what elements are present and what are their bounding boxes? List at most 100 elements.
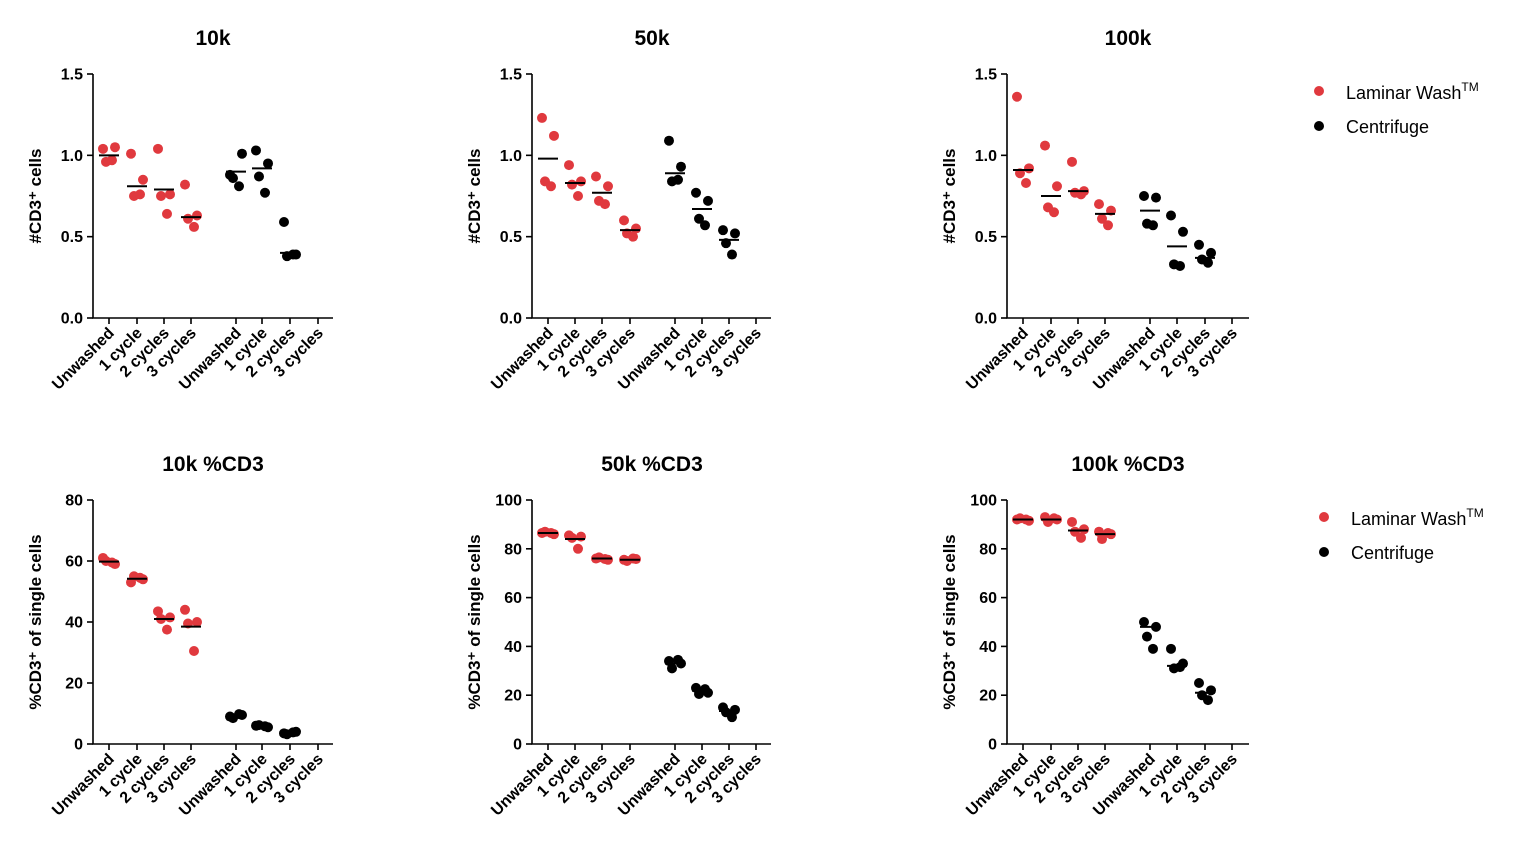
data-point-laminar: [628, 553, 638, 564]
data-point-centrifuge: [254, 171, 264, 182]
data-point-laminar: [567, 532, 577, 543]
data-point-laminar: [1097, 534, 1107, 545]
data-point-laminar: [180, 179, 190, 190]
y-tick-label: 40: [65, 615, 83, 632]
data-point-laminar: [189, 645, 199, 656]
data-point-centrifuge: [1148, 220, 1158, 231]
data-point-laminar: [153, 143, 163, 154]
axes: [92, 500, 333, 745]
y-axis-label: %CD3⁺ of single cells: [940, 534, 959, 709]
data-point-centrifuge: [727, 712, 737, 723]
legend-label-centrifuge-bottom: Centrifuge: [1351, 543, 1434, 563]
data-point-centrifuge: [730, 228, 740, 239]
y-tick-label: 0.0: [61, 311, 83, 328]
data-point-laminar: [138, 174, 148, 185]
data-point-laminar: [165, 612, 175, 623]
chart-title: 10k %CD3: [162, 453, 264, 476]
data-point-laminar: [1067, 156, 1077, 167]
data-point-centrifuge: [237, 148, 247, 159]
data-point-laminar: [600, 199, 610, 210]
data-point-laminar: [192, 210, 202, 221]
y-tick-label: 0.5: [61, 229, 83, 246]
data-point-centrifuge: [700, 684, 710, 695]
chart-title: 50k: [634, 27, 669, 50]
data-point-laminar: [1049, 207, 1059, 218]
legend-marker-laminar-bottom: [1319, 512, 1329, 522]
data-point-centrifuge: [279, 217, 289, 228]
y-tick-label: 80: [979, 541, 997, 558]
data-point-laminar: [628, 231, 638, 242]
data-point-centrifuge: [664, 135, 674, 146]
y-tick-label: 80: [504, 541, 522, 558]
data-point-laminar: [162, 624, 172, 635]
data-point-laminar: [1070, 526, 1080, 537]
data-point-laminar: [573, 191, 583, 201]
data-point-laminar: [1097, 213, 1107, 224]
data-point-centrifuge: [234, 181, 244, 192]
data-point-centrifuge: [1203, 695, 1213, 706]
data-point-centrifuge: [1175, 662, 1185, 673]
data-point-laminar: [537, 112, 547, 123]
data-point-centrifuge: [1166, 210, 1176, 221]
y-tick-label: 80: [65, 493, 83, 510]
data-point-laminar: [576, 176, 586, 187]
data-point-laminar: [162, 208, 172, 219]
data-point-laminar: [1049, 513, 1059, 524]
data-point-laminar: [573, 543, 583, 554]
legend-bottom: Laminar WashTM Centrifuge: [1319, 506, 1484, 563]
y-tick-label: 40: [979, 639, 997, 656]
y-axis-label: #CD3⁺ cells: [26, 149, 45, 244]
data-point-laminar: [1094, 199, 1104, 210]
chart-title: 100k: [1105, 27, 1152, 50]
y-tick-label: 0.0: [975, 311, 997, 328]
data-point-centrifuge: [1175, 260, 1185, 271]
data-point-centrifuge: [667, 663, 677, 674]
data-point-laminar: [567, 179, 577, 190]
data-point-laminar: [183, 213, 193, 224]
chart-title: 10k: [195, 27, 230, 50]
data-point-centrifuge: [1194, 678, 1204, 688]
y-tick-label: 1.0: [975, 148, 997, 165]
y-axis-label: %CD3⁺ of single cells: [465, 534, 484, 709]
data-point-laminar: [1103, 527, 1113, 538]
data-point-centrifuge: [1166, 643, 1176, 654]
data-point-laminar: [603, 181, 613, 192]
data-point-laminar: [1103, 220, 1113, 231]
data-point-centrifuge: [727, 249, 737, 260]
data-point-centrifuge: [700, 220, 710, 231]
data-point-centrifuge: [1139, 617, 1149, 627]
y-tick-label: 0: [74, 737, 83, 754]
data-point-centrifuge: [694, 213, 704, 224]
y-axis-label: #CD3⁺ cells: [465, 149, 484, 244]
y-tick-label: 20: [504, 688, 522, 705]
data-point-centrifuge: [1194, 239, 1204, 250]
y-tick-label: 1.5: [500, 67, 522, 84]
chart-title: 50k %CD3: [601, 453, 703, 476]
data-point-laminar: [107, 155, 117, 166]
data-point-laminar: [135, 189, 145, 200]
legend-marker-laminar-top: [1314, 86, 1324, 96]
data-point-laminar: [549, 130, 559, 141]
data-point-laminar: [1052, 181, 1062, 192]
data-point-centrifuge: [1203, 257, 1213, 268]
data-point-centrifuge: [1151, 192, 1161, 203]
data-point-centrifuge: [228, 173, 238, 184]
data-point-centrifuge: [673, 654, 683, 665]
data-point-centrifuge: [260, 187, 270, 198]
data-point-centrifuge: [1206, 685, 1216, 696]
data-point-laminar: [591, 171, 601, 182]
data-point-laminar: [126, 148, 136, 159]
y-tick-label: 20: [979, 688, 997, 705]
data-point-laminar: [192, 617, 202, 627]
data-point-laminar: [564, 160, 574, 171]
data-point-laminar: [165, 189, 175, 200]
data-point-centrifuge: [1142, 631, 1152, 642]
chart-panel-6: 100k %CD3 %CD3⁺ of single cells 0 20 40 60 80 1…: [940, 453, 1249, 819]
data-point-centrifuge: [676, 161, 686, 172]
data-point-laminar: [1076, 532, 1086, 543]
y-axis-label: %CD3⁺ of single cells: [26, 534, 45, 709]
axes: [1006, 500, 1249, 745]
